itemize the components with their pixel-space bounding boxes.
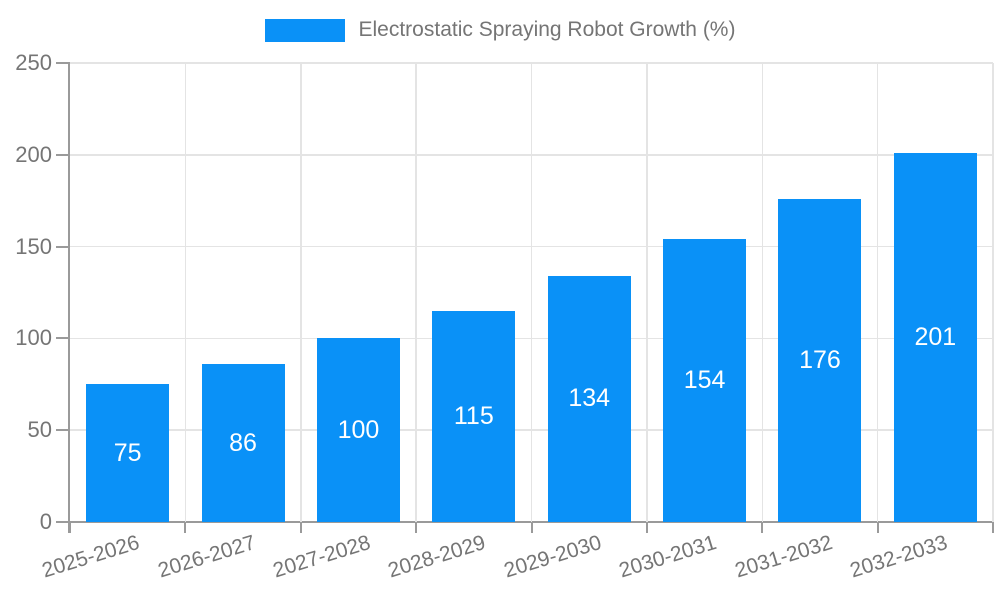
x-tick-mark: [761, 522, 764, 533]
bar-value-label: 75: [113, 438, 142, 467]
legend-swatch: [264, 18, 345, 42]
y-axis-line: [68, 63, 70, 533]
x-tick-label: 2026-2027: [155, 531, 258, 583]
gridline-vertical: [530, 63, 533, 522]
legend-label: Electrostatic Spraying Robot Growth (%): [358, 18, 736, 41]
bar-value-label: 86: [229, 428, 257, 457]
gridline-vertical: [184, 63, 187, 522]
y-tick-label: 150: [15, 233, 52, 259]
x-tick-mark: [530, 522, 533, 533]
x-tick-mark: [992, 522, 994, 533]
y-tick-label: 50: [27, 417, 52, 443]
gridline-vertical: [646, 63, 648, 522]
x-tick-mark: [645, 522, 648, 533]
plot-area: 75 86 100 115 134 154 176 201: [70, 62, 994, 522]
bar[interactable]: 176: [778, 198, 862, 522]
y-tick-mark: [56, 521, 70, 523]
x-tick-label: 2025-2026: [39, 531, 143, 583]
y-tick-mark: [56, 337, 70, 340]
x-tick-label: 2027-2028: [270, 531, 374, 583]
bar[interactable]: 75: [86, 384, 170, 522]
x-tick-mark: [69, 522, 71, 533]
x-tick-label: 2029-2030: [501, 531, 604, 583]
gridline-vertical: [876, 63, 879, 522]
y-tick-mark: [56, 62, 70, 64]
gridline-vertical: [761, 63, 763, 522]
bar-value-label: 115: [453, 401, 494, 430]
gridline-vertical: [415, 63, 417, 522]
y-tick-mark: [56, 153, 70, 156]
x-tick-mark: [299, 522, 302, 533]
y-tick-label: 100: [15, 325, 52, 351]
bar-value-label: 154: [683, 366, 726, 395]
bar-value-label: 176: [799, 345, 841, 374]
chart-legend: Electrostatic Spraying Robot Growth (%): [0, 18, 1000, 42]
bar-value-label: 134: [568, 384, 611, 413]
x-tick-label: 2030-2031: [616, 531, 720, 583]
bar[interactable]: 134: [547, 275, 631, 522]
y-tick-label: 200: [15, 141, 52, 167]
y-tick-mark: [56, 245, 70, 248]
x-tick-mark: [876, 522, 879, 533]
bar-value-label: 201: [914, 322, 957, 351]
bar[interactable]: 201: [893, 152, 977, 522]
x-tick-label: 2028-2029: [385, 531, 489, 583]
bar[interactable]: 100: [316, 338, 400, 522]
x-tick-mark: [415, 522, 418, 533]
gridline-vertical: [300, 63, 302, 522]
y-tick-label: 250: [15, 50, 52, 75]
bar[interactable]: 86: [201, 364, 285, 522]
x-tick-mark: [184, 522, 187, 533]
x-tick-label: 2032-2033: [847, 531, 951, 583]
bar-value-label: 100: [337, 415, 380, 444]
bar[interactable]: 154: [663, 239, 747, 522]
x-tick-label: 2031-2032: [731, 531, 835, 583]
y-tick-mark: [56, 429, 70, 432]
y-tick-label: 0: [39, 509, 52, 534]
gridline-vertical: [992, 63, 994, 522]
bar[interactable]: 115: [432, 310, 516, 522]
